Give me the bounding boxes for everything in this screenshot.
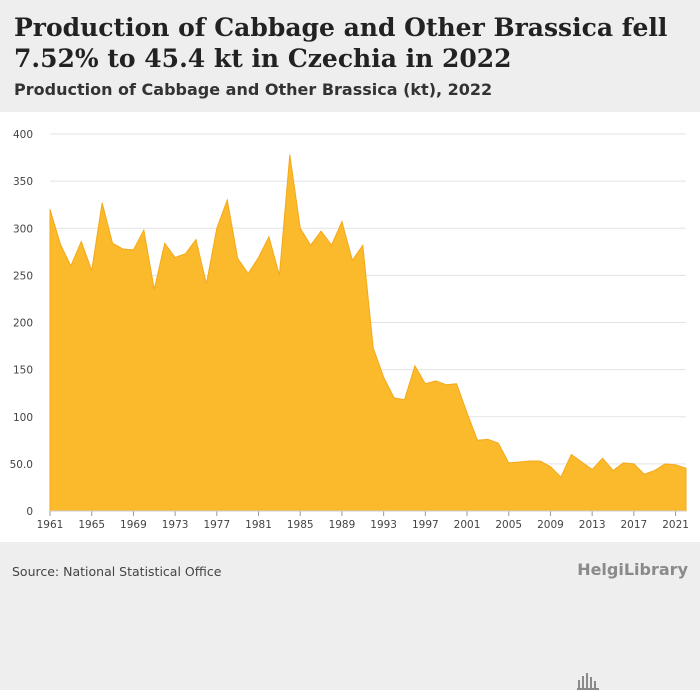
y-tick-label: 250 [13, 270, 33, 282]
x-tick-label: 1961 [37, 519, 64, 531]
x-tick-label: 2017 [621, 519, 648, 531]
x-tick-label: 2009 [537, 519, 564, 531]
chart-subtitle: Production of Cabbage and Other Brassica… [14, 80, 493, 99]
x-tick-label: 1965 [78, 519, 105, 531]
y-tick-label: 200 [13, 318, 33, 330]
y-tick-label: 400 [13, 129, 33, 141]
x-tick-label: 2021 [662, 519, 689, 531]
page-title: Production of Cabbage and Other Brassica… [14, 13, 668, 73]
logo-text: HelgiLibrary [577, 560, 688, 579]
x-tick-label: 1973 [162, 519, 189, 531]
x-tick-label: 2001 [454, 519, 481, 531]
footer: Source: National Statistical Office Helg… [0, 542, 700, 690]
x-tick-label: 1985 [287, 519, 314, 531]
x-tick-label: 2013 [579, 519, 606, 531]
y-tick-label: 100 [13, 412, 33, 424]
x-axis-ticks [49, 510, 686, 516]
library-icon [577, 673, 600, 690]
x-tick-label: 1981 [245, 519, 272, 531]
y-tick-label: 0 [26, 506, 33, 518]
production-area [49, 154, 687, 512]
helgi-library-logo[interactable]: HelgiLibrary [577, 560, 688, 690]
y-axis-labels: 0 50.0 100 150 200 250 300 350 400 [10, 129, 33, 518]
x-tick-label: 1977 [203, 519, 230, 531]
y-tick-label: 350 [13, 176, 33, 188]
y-tick-label: 150 [13, 365, 33, 377]
x-axis-labels: 1961 1965 1969 1973 1977 1981 1985 1989 1993 1997… [37, 519, 689, 531]
x-tick-label: 1989 [329, 519, 356, 531]
y-tick-label: 50.0 [10, 459, 33, 471]
x-tick-label: 1997 [412, 519, 439, 531]
x-tick-label: 1969 [120, 519, 147, 531]
header: Production of Cabbage and Other Brassica… [0, 0, 700, 112]
source-note: Source: National Statistical Office [12, 564, 222, 579]
y-tick-label: 300 [13, 223, 33, 235]
x-tick-label: 2005 [495, 519, 522, 531]
x-tick-label: 1993 [370, 519, 397, 531]
